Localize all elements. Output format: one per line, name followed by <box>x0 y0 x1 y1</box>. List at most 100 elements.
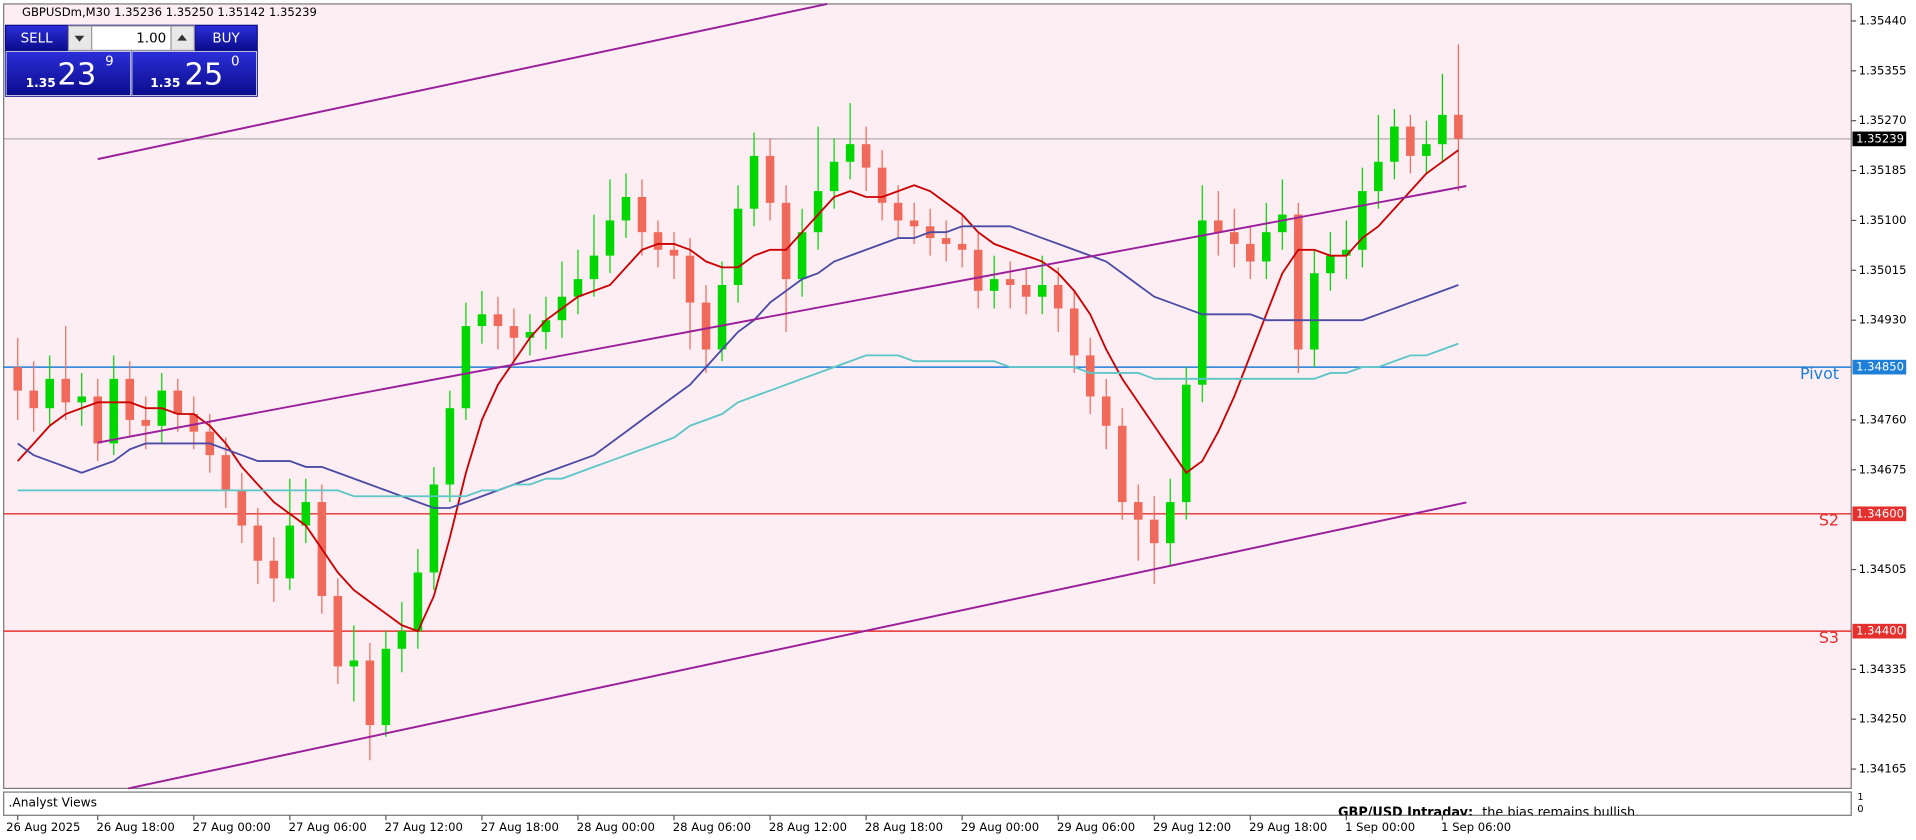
x-tick-label: 29 Aug 18:00 <box>1249 820 1327 834</box>
candle-body <box>189 414 199 432</box>
candle-body <box>525 331 535 338</box>
candle-body <box>1358 191 1367 250</box>
level-name: S3 <box>1819 628 1839 647</box>
candle-body <box>477 314 487 327</box>
candle-body <box>765 155 775 203</box>
candle-body <box>685 255 695 303</box>
candle-body <box>1101 396 1111 426</box>
candle-body <box>1053 284 1063 309</box>
x-tick-label: 29 Aug 00:00 <box>961 820 1039 834</box>
sell-label[interactable]: SELL <box>21 32 54 47</box>
candle-body <box>269 560 279 579</box>
candle-body <box>813 191 823 233</box>
candle-body <box>973 249 983 291</box>
candle-body <box>1085 355 1095 397</box>
candle-body <box>349 660 359 667</box>
level-price-box <box>1852 359 1907 375</box>
buy-label[interactable]: BUY <box>212 32 240 47</box>
moving-average <box>17 149 1459 633</box>
y-tick-label: 1.34930 <box>1859 313 1907 327</box>
y-tick-label: 1.35440 <box>1859 13 1907 27</box>
symbol-header: GBPUSDm,M30 1.35236 1.35250 1.35142 1.35… <box>22 5 317 19</box>
lot-input[interactable] <box>91 25 172 51</box>
candle-body <box>125 378 135 420</box>
candle-body <box>493 314 503 327</box>
candle-body <box>637 196 647 233</box>
y-tick-label: 1.34250 <box>1859 712 1907 726</box>
candle-body <box>461 326 471 409</box>
candle-body <box>1117 425 1127 503</box>
x-tick-label: 28 Aug 00:00 <box>577 820 655 834</box>
candle-body <box>173 390 183 415</box>
y-tick-label: 1.35355 <box>1859 63 1907 77</box>
candle-body <box>877 167 887 203</box>
candle-body <box>797 232 807 280</box>
candle-body <box>253 525 263 561</box>
x-tick-label: 27 Aug 12:00 <box>385 820 463 834</box>
x-tick-label: 26 Aug 18:00 <box>97 820 175 834</box>
y-tick-label: 1.35015 <box>1859 263 1907 277</box>
candle-body <box>1262 232 1271 262</box>
candle-body <box>989 279 999 291</box>
candle-body <box>1374 161 1383 192</box>
candle-body <box>141 419 151 426</box>
candle-body <box>221 455 231 491</box>
candle-body <box>365 660 375 726</box>
candle-body <box>717 284 727 350</box>
candle-body <box>1037 284 1047 297</box>
candle-body <box>77 396 87 403</box>
candle-body <box>1342 249 1351 256</box>
candle-body <box>1310 273 1319 350</box>
analyst-text: the bias remains bullish. <box>1482 805 1639 820</box>
candle-body <box>45 378 55 409</box>
x-tick-label: 27 Aug 00:00 <box>193 820 271 834</box>
candle-body <box>1181 384 1191 503</box>
analyst-clip: GBP/USD Intraday: the bias remains bulli… <box>1338 805 1639 820</box>
level-price-box <box>1852 623 1907 639</box>
candle-body <box>733 208 743 285</box>
candle-body <box>1454 114 1463 139</box>
x-tick-label: 29 Aug 12:00 <box>1153 820 1231 834</box>
ask-box[interactable] <box>131 51 257 96</box>
candle-body <box>941 238 951 244</box>
candle-body <box>509 326 519 338</box>
x-tick-label: 1 Sep 06:00 <box>1441 820 1511 834</box>
candle-body <box>381 648 391 726</box>
candle-body <box>845 144 855 162</box>
candle-body <box>285 525 295 579</box>
candle-body <box>1197 220 1207 385</box>
candle-body <box>957 243 967 250</box>
candle-body <box>29 390 39 409</box>
sell-button[interactable] <box>6 25 68 51</box>
moving-average <box>17 225 1459 509</box>
candle-body <box>1133 502 1143 520</box>
candle-body <box>669 249 679 256</box>
y-tick-label: 1.34505 <box>1859 562 1907 576</box>
candle-body <box>749 155 759 209</box>
lot-value[interactable]: 1.00 <box>136 32 166 47</box>
buy-button[interactable] <box>195 25 257 51</box>
y-tick-label: 1.35185 <box>1859 163 1907 177</box>
candle-body <box>1230 232 1239 244</box>
x-tick-label: 27 Aug 18:00 <box>481 820 559 834</box>
bid-frac: 9 <box>105 54 114 69</box>
y-tick-label: 1.34760 <box>1859 412 1907 426</box>
x-tick-label: 28 Aug 12:00 <box>769 820 847 834</box>
x-tick-label: 28 Aug 06:00 <box>673 820 751 834</box>
level-price-box <box>1852 506 1907 522</box>
candle-body <box>1294 214 1303 350</box>
last-price-box <box>1852 131 1907 147</box>
bid-box[interactable] <box>5 51 132 96</box>
candle-body <box>701 302 711 350</box>
moving-average <box>17 342 1459 498</box>
indicator-window <box>3 791 1852 816</box>
ask-big: 1.35 <box>150 76 180 90</box>
up-arrow[interactable] <box>177 34 187 41</box>
ask-frac: 0 <box>231 54 240 69</box>
candle-body <box>893 202 903 221</box>
bid-main: 23 <box>57 58 96 93</box>
down-arrow[interactable] <box>74 35 85 42</box>
candle-body <box>13 367 22 391</box>
